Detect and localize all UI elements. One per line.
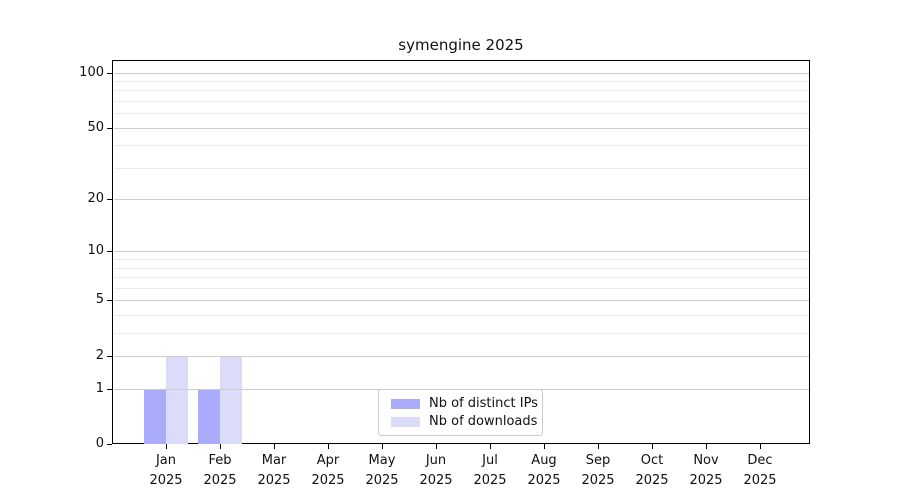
x-tick-label-jul: Jul 2025 (473, 453, 507, 488)
gridline-minor-30 (114, 167, 809, 169)
x-tick-mark-sep (598, 444, 599, 449)
x-tick-mark-aug (544, 444, 545, 449)
x-tick-mark-mar (274, 444, 275, 449)
y-tick-label-0: 0 (95, 436, 104, 451)
y-tick-label-10: 10 (87, 243, 104, 259)
y-tick-mark-20 (107, 199, 112, 201)
bar-jan-downloads (166, 356, 188, 444)
gridline-minor-60 (114, 113, 809, 115)
y-tick-mark-100 (107, 72, 112, 74)
y-tick-label-2: 2 (95, 348, 104, 364)
x-tick-mark-jan (166, 444, 167, 449)
y-tick-mark-1 (107, 389, 112, 391)
y-tick-label-50: 50 (87, 119, 104, 135)
gridline-minor-9 (114, 259, 809, 261)
grid-layer (113, 61, 809, 443)
x-tick-mark-jul (490, 444, 491, 449)
x-tick-mark-apr (328, 444, 329, 449)
gridline-minor-80 (114, 90, 809, 92)
legend-label: Nb of downloads (429, 414, 538, 429)
gridline-major-10 (114, 251, 809, 253)
legend: Nb of distinct IPs Nb of downloads (378, 389, 543, 436)
gridline-major-2 (114, 356, 809, 358)
y-tick-mark-5 (107, 300, 112, 302)
gridline-minor-6 (114, 287, 809, 289)
y-tick-mark-2 (107, 356, 112, 358)
y-tick-label-20: 20 (87, 191, 104, 207)
x-tick-label-mar: Mar 2025 (257, 453, 291, 488)
gridline-major-5 (114, 300, 809, 302)
chart-title: symengine 2025 (398, 36, 524, 54)
gridline-minor-8 (114, 267, 809, 269)
x-tick-label-jun: Jun 2025 (419, 453, 453, 488)
y-tick-mark-10 (107, 251, 112, 253)
bar-feb-distinct-ips (198, 389, 220, 444)
y-tick-label-5: 5 (95, 292, 104, 308)
gridline-minor-3 (114, 333, 809, 335)
gridline-minor-40 (114, 145, 809, 147)
gridline-minor-4 (114, 315, 809, 317)
legend-item-distinct-ips: Nb of distinct IPs (387, 396, 538, 411)
gridline-major-20 (114, 199, 809, 201)
x-tick-label-dec: Dec 2025 (743, 453, 777, 488)
legend-item-downloads: Nb of downloads (387, 414, 538, 429)
gridline-major-50 (114, 127, 809, 129)
x-tick-mark-dec (760, 444, 761, 449)
legend-label: Nb of distinct IPs (429, 396, 538, 411)
bar-jan-distinct-ips (144, 389, 166, 444)
gridline-minor-90 (114, 80, 809, 82)
y-tick-label-100: 100 (79, 64, 104, 80)
bar-feb-downloads (220, 356, 242, 444)
y-tick-label-1: 1 (95, 381, 104, 397)
gridline-major-100 (114, 72, 809, 74)
y-tick-mark-50 (107, 127, 112, 129)
x-tick-label-sep: Sep 2025 (581, 453, 615, 488)
x-tick-mark-may (382, 444, 383, 449)
x-tick-label-aug: Aug 2025 (527, 453, 561, 488)
bars-layer (113, 61, 809, 444)
x-tick-label-oct: Oct 2025 (635, 453, 669, 488)
y-tick-mark-0 (107, 444, 112, 445)
x-tick-label-nov: Nov 2025 (689, 453, 723, 488)
gridline-minor-7 (114, 277, 809, 279)
gridline-minor-70 (114, 100, 809, 102)
legend-swatch-icon (391, 416, 420, 427)
x-tick-label-feb: Feb 2025 (203, 453, 237, 488)
x-tick-label-apr: Apr 2025 (311, 453, 345, 488)
x-tick-label-jan: Jan 2025 (149, 453, 183, 488)
plot-area (112, 60, 810, 444)
x-tick-mark-feb (220, 444, 221, 449)
x-tick-label-may: May 2025 (365, 453, 399, 488)
x-tick-mark-jun (436, 444, 437, 449)
legend-swatch-icon (391, 398, 420, 409)
x-tick-mark-oct (652, 444, 653, 449)
x-tick-mark-nov (706, 444, 707, 449)
